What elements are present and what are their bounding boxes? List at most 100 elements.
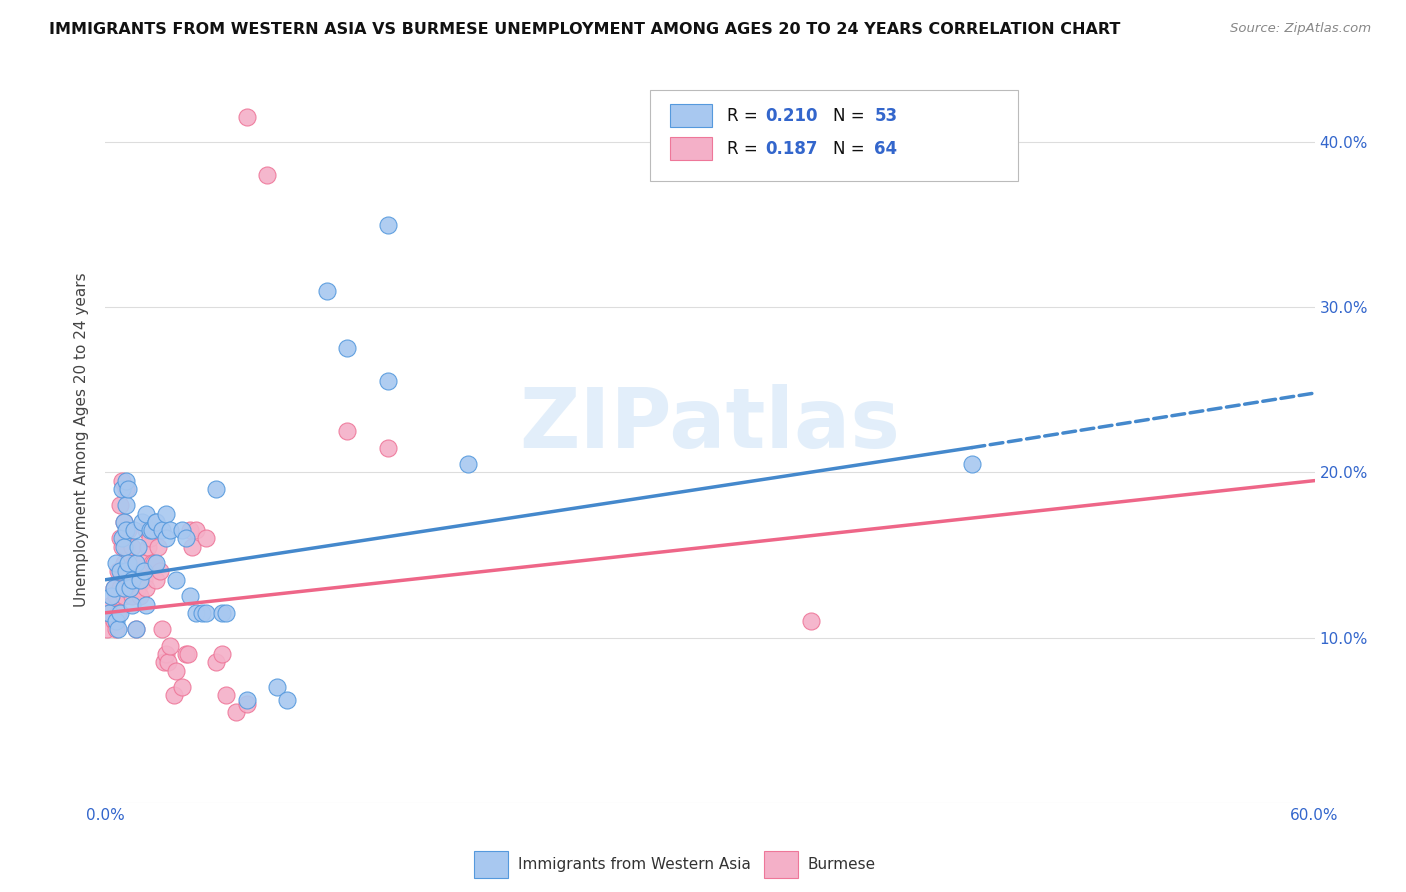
Point: [131, 515, 153, 529]
Point: [225, 705, 247, 719]
Point: [205, 656, 228, 670]
Point: [142, 556, 165, 570]
Point: [211, 606, 233, 620]
Point: [114, 565, 136, 579]
Point: [135, 581, 157, 595]
Point: [107, 623, 129, 637]
Point: [117, 482, 139, 496]
Point: [235, 110, 257, 124]
Bar: [671, 104, 713, 128]
Point: [107, 606, 129, 620]
Point: [153, 656, 176, 670]
Bar: [765, 851, 799, 879]
Point: [186, 523, 208, 537]
Point: [377, 441, 399, 455]
Text: IMMIGRANTS FROM WESTERN ASIA VS BURMESE UNEMPLOYMENT AMONG AGES 20 TO 24 YEARS C: IMMIGRANTS FROM WESTERN ASIA VS BURMESE …: [49, 22, 1121, 37]
Point: [165, 573, 187, 587]
Point: [155, 507, 177, 521]
Point: [121, 589, 143, 603]
Point: [191, 606, 214, 620]
Point: [135, 598, 157, 612]
Point: [122, 556, 145, 570]
Point: [170, 523, 193, 537]
Point: [155, 647, 177, 661]
Point: [235, 693, 257, 707]
Text: ZIPatlas: ZIPatlas: [520, 384, 900, 466]
Point: [266, 680, 288, 694]
Point: [177, 647, 200, 661]
Point: [215, 606, 238, 620]
Point: [110, 540, 132, 554]
Point: [215, 689, 238, 703]
Point: [141, 556, 163, 570]
Point: [135, 507, 157, 521]
Point: [205, 482, 228, 496]
Point: [114, 540, 136, 554]
Point: [98, 606, 121, 620]
Point: [145, 573, 167, 587]
Point: [96, 623, 118, 637]
Point: [127, 581, 149, 595]
Point: [156, 656, 179, 670]
Text: N =: N =: [834, 107, 870, 125]
Point: [150, 623, 173, 637]
Point: [141, 523, 163, 537]
Point: [124, 565, 148, 579]
Point: [145, 523, 167, 537]
Point: [145, 515, 167, 529]
Point: [100, 589, 122, 603]
Point: [121, 540, 143, 554]
Bar: [474, 851, 508, 879]
Point: [149, 565, 172, 579]
Point: [110, 474, 132, 488]
Text: 0.187: 0.187: [766, 139, 818, 158]
Point: [107, 565, 129, 579]
Point: [377, 375, 399, 389]
Text: Burmese: Burmese: [808, 857, 876, 872]
Point: [103, 614, 125, 628]
Point: [150, 523, 173, 537]
Point: [195, 606, 218, 620]
Point: [114, 474, 136, 488]
FancyBboxPatch shape: [650, 90, 1018, 181]
Point: [112, 589, 135, 603]
Point: [104, 623, 127, 637]
Point: [146, 540, 169, 554]
Point: [181, 540, 204, 554]
Point: [336, 342, 359, 356]
Point: [103, 581, 125, 595]
Point: [122, 523, 145, 537]
Point: [136, 540, 159, 554]
Point: [112, 556, 135, 570]
Point: [145, 515, 167, 529]
Point: [145, 556, 167, 570]
Point: [114, 482, 136, 496]
Point: [128, 589, 150, 603]
Point: [139, 523, 162, 537]
Point: [960, 457, 983, 471]
Text: Immigrants from Western Asia: Immigrants from Western Asia: [517, 857, 751, 872]
Point: [128, 573, 150, 587]
Point: [108, 565, 131, 579]
Point: [118, 573, 141, 587]
Point: [165, 664, 187, 678]
Point: [170, 680, 193, 694]
Point: [114, 565, 136, 579]
Point: [108, 606, 131, 620]
Point: [98, 606, 121, 620]
Point: [112, 515, 135, 529]
Point: [100, 598, 122, 612]
Point: [121, 573, 143, 587]
Text: 64: 64: [875, 139, 897, 158]
Bar: [671, 136, 713, 161]
Point: [256, 168, 278, 182]
Point: [159, 523, 181, 537]
Point: [132, 565, 155, 579]
Point: [186, 606, 208, 620]
Text: Source: ZipAtlas.com: Source: ZipAtlas.com: [1230, 22, 1371, 36]
Text: 53: 53: [875, 107, 897, 125]
Text: R =: R =: [727, 139, 763, 158]
Point: [124, 623, 148, 637]
Point: [235, 697, 257, 711]
Point: [114, 499, 136, 513]
